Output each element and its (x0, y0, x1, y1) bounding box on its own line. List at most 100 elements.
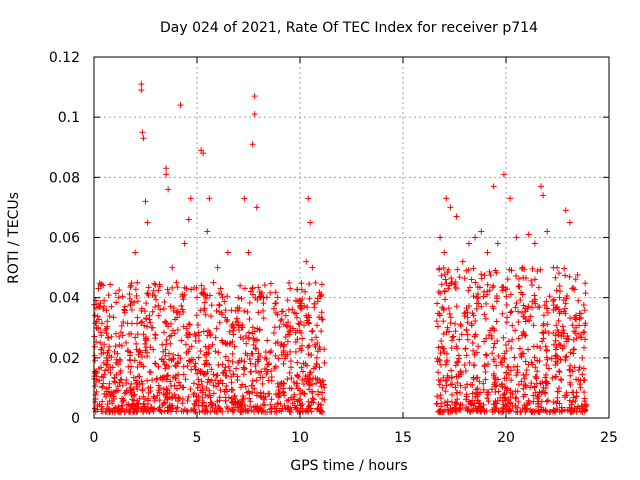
data-point (497, 394, 504, 401)
data-point (304, 317, 311, 324)
data-point (452, 362, 459, 369)
data-point (304, 362, 311, 369)
data-point (540, 312, 547, 319)
data-point (152, 304, 159, 311)
data-point (296, 303, 303, 310)
data-point (271, 408, 278, 415)
data-point (134, 381, 141, 388)
data-point (255, 309, 262, 316)
data-point (133, 346, 140, 353)
data-point (301, 322, 308, 329)
data-point (573, 316, 580, 323)
data-point (517, 296, 524, 303)
data-point (237, 408, 244, 415)
data-point (140, 401, 147, 408)
data-point (570, 346, 577, 353)
data-point (254, 390, 261, 397)
data-point (103, 361, 110, 368)
data-point (538, 183, 545, 190)
data-point (577, 384, 584, 391)
data-point (208, 401, 215, 408)
data-point (581, 307, 588, 314)
data-point (309, 381, 316, 388)
data-point (453, 213, 460, 220)
data-point (149, 308, 156, 315)
data-point (488, 386, 495, 393)
data-point (284, 404, 291, 411)
data-point (128, 403, 135, 410)
data-point (183, 325, 190, 332)
data-point (297, 305, 304, 312)
data-point (447, 204, 454, 211)
data-point (540, 192, 547, 199)
data-point (456, 274, 463, 281)
data-point (500, 334, 507, 341)
data-point (438, 272, 445, 279)
data-point (201, 361, 208, 368)
data-point (464, 336, 471, 343)
data-point (442, 361, 449, 368)
data-point (306, 342, 313, 349)
data-point (179, 400, 186, 407)
data-point (550, 296, 557, 303)
data-point (542, 343, 549, 350)
data-point (294, 408, 301, 415)
data-point (274, 339, 281, 346)
data-point (465, 303, 472, 310)
data-point (278, 316, 285, 323)
data-point (556, 408, 563, 415)
data-point (470, 293, 477, 300)
data-point (261, 354, 268, 361)
data-point (306, 402, 313, 409)
data-point (214, 372, 221, 379)
data-point (241, 365, 248, 372)
data-point (175, 379, 182, 386)
data-point (575, 331, 582, 338)
data-point (160, 305, 167, 312)
data-point (544, 321, 551, 328)
data-point (137, 319, 144, 326)
data-point (207, 399, 214, 406)
data-point (163, 171, 170, 178)
data-point (208, 302, 215, 309)
data-point (161, 399, 168, 406)
x-tick-label: 10 (291, 430, 309, 446)
data-point (298, 347, 305, 354)
data-point (100, 360, 107, 367)
data-point (202, 311, 209, 318)
data-point (138, 87, 145, 94)
y-tick-label: 0.04 (49, 291, 80, 307)
data-point (554, 388, 561, 395)
data-point (581, 398, 588, 405)
data-point (195, 367, 202, 374)
data-point (572, 330, 579, 337)
data-point (219, 294, 226, 301)
data-point (253, 377, 260, 384)
data-point (485, 332, 492, 339)
data-point (118, 322, 125, 329)
data-point (552, 274, 559, 281)
data-point (216, 319, 223, 326)
data-point (260, 307, 267, 314)
data-point (483, 408, 490, 415)
data-point (572, 276, 579, 283)
data-point (553, 322, 560, 329)
data-point (221, 298, 228, 305)
data-point (529, 282, 536, 289)
data-point (490, 282, 497, 289)
data-point (556, 368, 563, 375)
data-point (549, 375, 556, 382)
data-point (479, 405, 486, 412)
data-point (492, 389, 499, 396)
data-point (251, 328, 258, 335)
data-point (457, 406, 464, 413)
data-point (229, 321, 236, 328)
data-point (170, 374, 177, 381)
data-point (308, 351, 315, 358)
data-point (503, 319, 510, 326)
data-point (98, 346, 105, 353)
data-point (225, 363, 232, 370)
data-point (575, 376, 582, 383)
data-point (233, 315, 240, 322)
data-point (439, 304, 446, 311)
